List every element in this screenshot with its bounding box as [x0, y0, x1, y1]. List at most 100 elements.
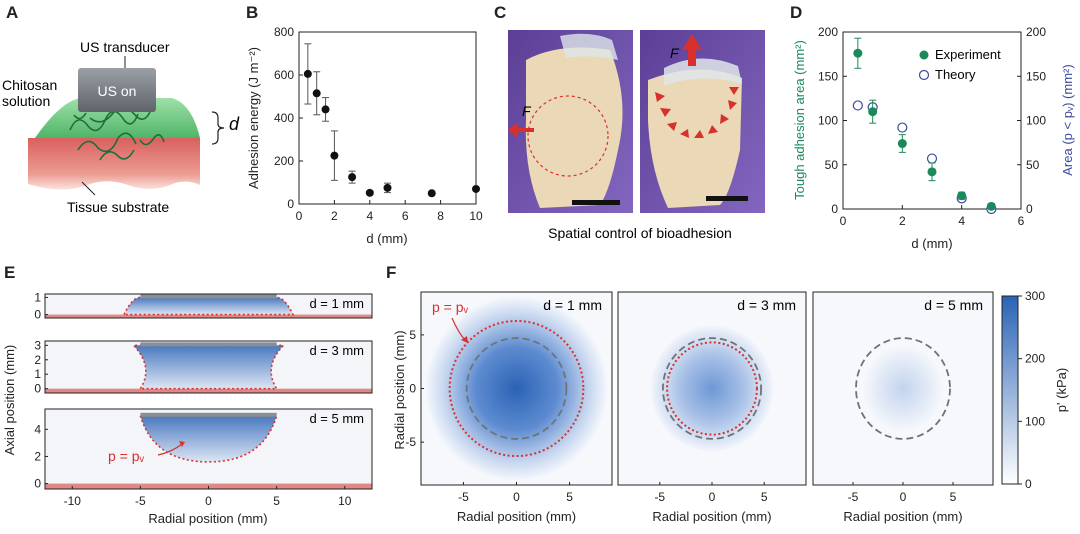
chart-e-ytick-label: 4 [34, 422, 41, 436]
panel-c-label: C [494, 3, 506, 22]
gap-bracket [211, 111, 225, 145]
solution-label-2: solution [2, 93, 50, 109]
chart-e-subplot-frame [44, 293, 373, 319]
photo-2-force-arrow [682, 34, 702, 66]
substrate-label: Tissue substrate [67, 199, 169, 215]
chart-e-cavitation-boundary [122, 296, 295, 316]
photo-1-scale-bar [572, 200, 620, 205]
chart-f-xtick-label: -5 [848, 490, 859, 504]
photo-1-tissue [525, 47, 623, 209]
chart-b-point [383, 183, 392, 192]
chart-b-point [472, 184, 480, 193]
chart-f-cavitation-boundary [448, 319, 585, 458]
chart-b-ytick-label: 800 [274, 25, 294, 39]
panel-a-label: A [6, 3, 18, 22]
chart-d-ytick-label-right: 50 [1026, 158, 1040, 172]
chart-e-annotation-arrowhead [179, 441, 185, 447]
photo-2-tissue [648, 69, 742, 208]
chart-e-ytick-label: 2 [34, 353, 41, 367]
chart-d-ytick-label-right: 150 [1026, 69, 1046, 83]
chart-b-xtick-label: 10 [469, 209, 483, 223]
chart-e-tissue [45, 314, 372, 318]
chart-d-theory-point [897, 122, 908, 133]
chitosan-gel [35, 98, 200, 138]
chart-b-point [321, 105, 330, 114]
chart-e-ytick-label: 3 [34, 338, 41, 352]
transducer-state-text: US on [98, 83, 137, 99]
chart-e-pressure-field [124, 297, 293, 315]
panel-c: C F F Spatial control of bioadhesion [494, 3, 765, 241]
chart-b-ytick-label: 400 [274, 111, 294, 125]
chart-e-ytick-label: 1 [34, 367, 41, 381]
chart-d-ylabel-right: Area (p < pᵥ) (mm²) [1060, 64, 1075, 175]
chart-b-xlabel: d (mm) [366, 231, 407, 246]
chart-b-xtick-label: 6 [402, 209, 409, 223]
chart-b-point [303, 69, 312, 78]
photo-1-force-arrow [508, 122, 534, 138]
chart-e-ytick-label: 1 [34, 290, 41, 304]
chart-e-subplot-frame [44, 340, 373, 394]
chart-f-xtick-label: 5 [566, 490, 573, 504]
chart-f-xtick-label: -5 [654, 490, 665, 504]
chart-b-point [348, 173, 357, 182]
legend-theory-label: Theory [935, 67, 976, 82]
chart-f-ytick-label: -5 [405, 435, 416, 449]
tissue-substrate [28, 138, 200, 190]
chart-b-ytick-label: 0 [287, 197, 294, 211]
chart-f-transducer-outline [855, 337, 951, 440]
chart-e-pressure-field [133, 345, 284, 389]
chart-e-xtick-label: -5 [135, 494, 146, 508]
chart-d-xtick-label: 6 [1018, 214, 1025, 228]
chart-e-tissue [45, 388, 372, 393]
chart-e-annotation-arrow [157, 443, 183, 456]
chart-e-xtick-label: 0 [205, 494, 212, 508]
chart-e-subplot-label: d = 1 mm [309, 296, 364, 311]
chart-d-ytick-label-left: 100 [818, 114, 838, 128]
panel-b-label: B [246, 3, 258, 22]
chart-b-point [330, 151, 339, 160]
chart-e-ytick-label: 0 [34, 382, 41, 396]
chart-e-ytick-label: 2 [34, 449, 41, 463]
panel-a: A US transducer US on Chitosan solution … [2, 3, 240, 215]
chart-e-ytick-label: 0 [34, 477, 41, 491]
chart-f-transducer-outline [662, 337, 762, 440]
gap-label: d [229, 114, 240, 134]
chart-e-xtick-label: 5 [273, 494, 280, 508]
chart-f-xtick-label: 5 [950, 490, 957, 504]
chart-f-pressure-field [650, 325, 774, 452]
panel-f-label: F [386, 263, 396, 282]
chart-e-transducer [140, 342, 277, 347]
colorbar-tick-label: 200 [1025, 352, 1045, 366]
chart-d-experiment-point [853, 48, 863, 58]
chart-e-cavitation-boundary [139, 414, 278, 463]
chart-b-point [427, 189, 436, 198]
chart-e-transducer [140, 412, 277, 417]
chart-e-transducer [140, 294, 277, 299]
chart-e-subplot-label: d = 3 mm [309, 343, 364, 358]
substrate-pointer [81, 181, 96, 196]
chart-d-legend: Experiment Theory [918, 47, 1001, 82]
legend-experiment-marker [919, 50, 929, 60]
chart-e-subplot-label: d = 5 mm [309, 411, 364, 426]
chart-e-xtick-label: 10 [338, 494, 352, 508]
panel-e-label: E [4, 263, 15, 282]
chart-b-xtick-label: 0 [296, 209, 303, 223]
panel-c-caption: Spatial control of bioadhesion [548, 225, 732, 241]
panel-b: B 0 2 4 6 8 10 0 200 400 600 800 d (mm) Adhesion e… [246, 3, 483, 246]
chart-f-xtick-label: 0 [900, 490, 907, 504]
chart-b-ytick-label: 600 [274, 68, 294, 82]
chart-e-pressure-field [140, 415, 277, 462]
chart-d-xtick-label: 2 [899, 214, 906, 228]
chart-f-xlabel: Radial position (mm) [652, 509, 771, 524]
chart-d-ytick-label-left: 150 [818, 69, 838, 83]
chart-f-subplot-label: d = 5 mm [924, 297, 983, 313]
chart-d-experiment-point [986, 201, 996, 211]
chart-b-xtick-label: 4 [366, 209, 373, 223]
chart-f-ytick-label: 0 [409, 382, 416, 396]
colorbar-label: p' (kPa) [1054, 368, 1069, 412]
panel-d-label: D [790, 3, 802, 22]
